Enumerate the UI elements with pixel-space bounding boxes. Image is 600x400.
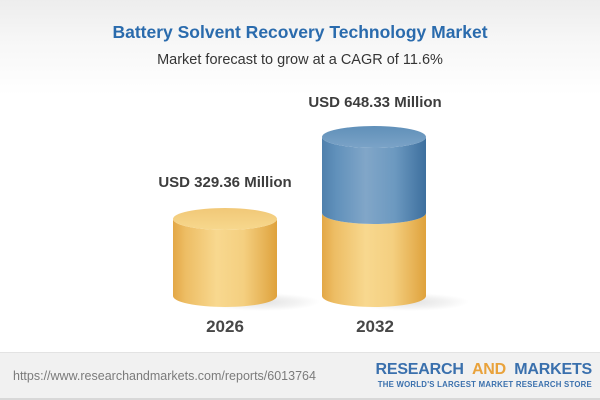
bar-2026-value-label: USD 329.36 Million (158, 174, 292, 191)
logo-tagline: THE WORLD'S LARGEST MARKET RESEARCH STOR… (377, 380, 592, 390)
logo-wordmark: RESEARCH AND MARKETS (376, 362, 593, 378)
page-subtitle: Market forecast to grow at a CAGR of 11.… (157, 52, 443, 68)
bar-2032-category-label: 2032 (356, 317, 394, 336)
logo-word-and: AND (471, 361, 507, 379)
header: Battery Solvent Recovery Technology Mark… (0, 0, 600, 95)
page-title: Battery Solvent Recovery Technology Mark… (112, 22, 488, 42)
bar-2026-cylinder (173, 208, 277, 307)
logo-word-markets: MARKETS (514, 361, 592, 379)
report-url: https://www.researchandmarkets.com/repor… (13, 368, 316, 383)
bar-2026-category-label: 2026 (206, 317, 244, 336)
bar-2032-cylinder (322, 126, 426, 307)
logo-word-research: RESEARCH (375, 361, 464, 379)
research-and-markets-logo: RESEARCH AND MARKETS THE WORLD'S LARGEST… (376, 362, 593, 389)
bar-2032-value-label: USD 648.33 Million (308, 94, 442, 111)
footer: https://www.researchandmarkets.com/repor… (0, 352, 600, 400)
